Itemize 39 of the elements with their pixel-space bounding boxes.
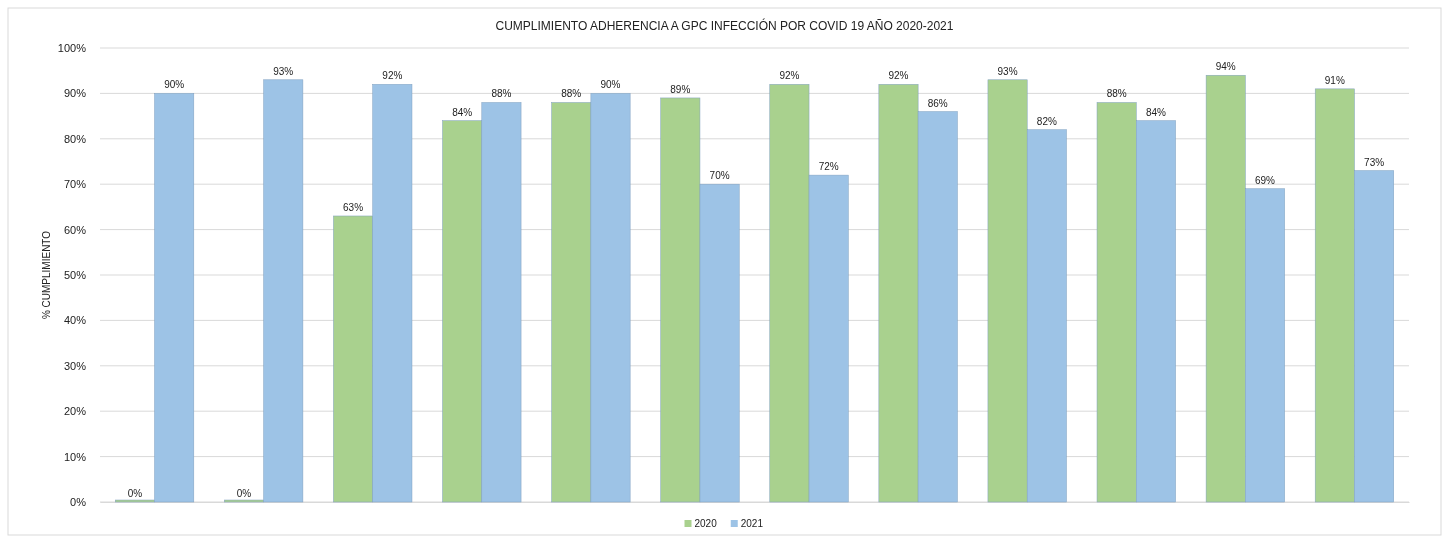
data-label: 0% [127, 488, 143, 499]
data-label: 86% [927, 97, 948, 109]
data-label: 94% [1215, 61, 1236, 73]
data-label: 88% [1106, 88, 1127, 100]
y-tick-label: 70% [63, 178, 87, 191]
data-label: 91% [1324, 74, 1345, 86]
legend-label: 2021 [740, 518, 764, 529]
y-tick-label: 80% [63, 132, 87, 145]
data-label: 0% [236, 488, 252, 499]
y-tick-label: 30% [63, 359, 87, 372]
data-label: 88% [491, 88, 512, 100]
data-label: 93% [273, 65, 294, 77]
data-label: 92% [888, 70, 909, 82]
y-tick-label: 50% [63, 269, 87, 282]
y-axis-title: % CUMPLIMIENTO [41, 230, 52, 320]
y-tick-label: 60% [63, 223, 87, 236]
data-label: 84% [452, 106, 473, 118]
data-label: 90% [164, 79, 185, 91]
data-label: 84% [1145, 106, 1167, 118]
data-label: 88% [561, 88, 582, 100]
y-tick-label: 90% [63, 87, 87, 100]
data-label: 93% [997, 65, 1018, 77]
data-label: 92% [382, 70, 403, 82]
y-tick-label: 100% [57, 42, 87, 55]
data-label: 73% [1364, 156, 1385, 168]
data-label: 89% [670, 83, 691, 95]
data-label: 90% [600, 79, 621, 91]
y-tick-label: 20% [63, 405, 87, 418]
data-label: 70% [709, 170, 730, 182]
data-label: 92% [779, 70, 800, 82]
data-label: 69% [1255, 174, 1276, 186]
data-label: 82% [1036, 115, 1057, 127]
chart-title: CUMPLIMIENTO ADHERENCIA A GPC INFECCIÓN POR COVID 19 AÑO 2020-2021 [495, 18, 954, 33]
data-label: 72% [818, 161, 839, 173]
y-tick-label: 0% [70, 496, 87, 509]
legend-label: 2020 [694, 518, 718, 529]
data-label: 63% [343, 201, 364, 213]
y-tick-label: 10% [63, 450, 87, 463]
y-tick-label: 40% [63, 314, 87, 327]
